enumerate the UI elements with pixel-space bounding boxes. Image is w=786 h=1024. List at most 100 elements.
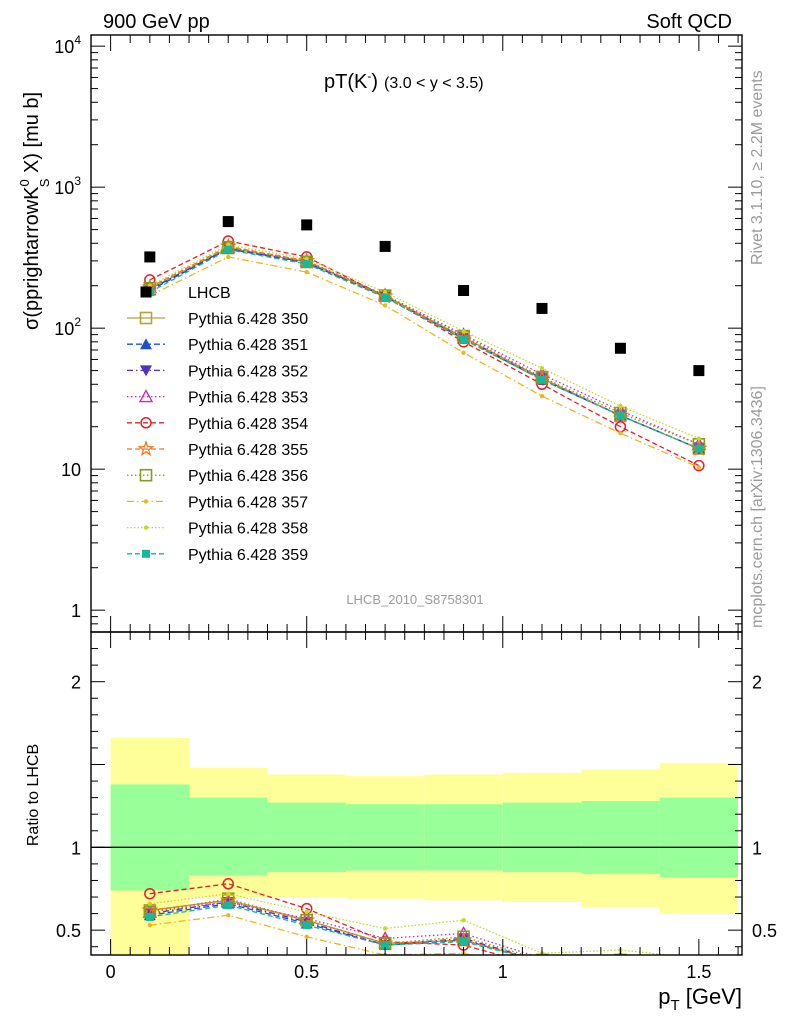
y-tick-label-top: 102: [54, 315, 81, 339]
legend-label: Pythia 6.428 352: [188, 363, 308, 380]
ratio-series-marker: [381, 941, 390, 950]
ratio-series-marker: [540, 971, 544, 975]
x-tick-label: 1: [498, 962, 508, 982]
ratio-panel-frame: [90, 631, 743, 956]
ratio-series-marker: [145, 912, 154, 921]
x-tick-label: 0: [106, 962, 116, 982]
lhcb-data-point: [379, 240, 391, 252]
ratio-series-marker: [615, 962, 625, 972]
mcplots-reference-label: mcplots.cern.ch [arXiv:1306.3436]: [749, 386, 766, 628]
header-right-label: Soft QCD: [646, 11, 732, 33]
lhcb-data-group: [144, 216, 705, 377]
lhcb-data-point: [693, 365, 705, 377]
ratio-series-marker: [537, 962, 547, 972]
axes-frame: 1 10 102 103 104 0.5 0.5 1 1 2 2 0 0.5 1 1.5: [54, 33, 777, 982]
mc-series-marker: [382, 289, 388, 295]
mc-series-marker: [618, 430, 623, 436]
lhcb-data-point: [301, 219, 313, 231]
svg-text:Rivet 3.1.10, ≥ 2.2M events: Rivet 3.1.10, ≥ 2.2M events: [749, 70, 766, 265]
legend: LHCB Pythia 6.428 350 Pythia 6.428 351 Pyth…: [127, 285, 308, 564]
analysis-id-label: LHCB_2010_S8758301: [346, 592, 483, 607]
legend-marker: [143, 499, 149, 504]
rivet-version-label: Rivet 3.1.10, ≥ 2.2M events: [749, 70, 766, 265]
y-tick-label-ratio-right: 2: [752, 673, 762, 693]
ratio-series-marker: [461, 918, 466, 923]
chart-title: pT(K-) (3.0 < y < 3.5): [324, 69, 484, 93]
ratio-series-line: [149, 893, 674, 955]
legend-label: Pythia 6.428 350: [188, 311, 308, 328]
legend-data-label: LHCB: [188, 285, 231, 302]
ratio-band-inner: [189, 797, 268, 876]
legend-label: Pythia 6.428 359: [188, 547, 308, 564]
ratio-series-line: [149, 883, 503, 955]
mc-series-marker: [226, 254, 231, 260]
y-tick-label-top: 10: [61, 460, 81, 480]
ratio-series-line: [149, 901, 534, 955]
header-left-label: 900 GeV pp: [103, 11, 210, 33]
lhcb-data-point: [614, 342, 626, 354]
mc-series-marker: [694, 444, 703, 453]
legend-marker: [140, 338, 152, 350]
mc-series-marker: [224, 245, 233, 254]
mc-series-marker: [696, 436, 702, 441]
ratio-series-marker: [614, 956, 626, 967]
mc-series-marker: [459, 335, 468, 344]
y-axis-label-top: σ(pprightarrowK0 S X) [mu b]: [17, 92, 52, 330]
y-tick-label-ratio-right: 0.5: [752, 921, 777, 941]
legend-label: Pythia 6.428 354: [188, 416, 308, 433]
legend-marker: [138, 389, 154, 403]
ratio-series-marker: [536, 956, 547, 967]
ratio-series-marker: [147, 901, 153, 906]
legend-label: Pythia 6.428 353: [188, 390, 308, 407]
lhcb-data-point: [536, 302, 548, 314]
top-panel-frame: [90, 34, 743, 633]
ratio-band-inner: [581, 800, 660, 874]
mc-series-marker: [696, 465, 702, 470]
ratio-series-marker: [616, 958, 624, 966]
x-axis-label: pT [GeV]: [658, 984, 742, 1014]
mc-series-line: [149, 245, 700, 450]
ratio-series-marker: [302, 921, 311, 930]
mc-series-marker: [618, 403, 623, 409]
ratio-series-marker: [538, 958, 546, 966]
y-tick-label-ratio-left: 2: [71, 673, 81, 693]
ratio-band-inner: [345, 804, 425, 871]
ratio-series-marker: [459, 937, 468, 946]
ratio-series-marker: [697, 956, 701, 960]
ratio-series-marker: [224, 901, 233, 910]
ratio-series-line: [149, 899, 521, 955]
mc-series-line: [149, 249, 700, 450]
ratio-series-marker: [615, 958, 626, 969]
mc-series-line: [149, 256, 700, 468]
ratio-band-inner: [110, 784, 190, 891]
ratio-band-inner: [267, 802, 346, 873]
ratio-band-inner: [502, 802, 582, 873]
ratio-y-axis-label: Ratio to LHCB: [25, 744, 42, 846]
ratio-band-inner: [659, 797, 739, 878]
ratio-series-marker: [382, 926, 388, 931]
legend-marker: [137, 439, 155, 457]
svg-text:Ratio to LHCB: Ratio to LHCB: [25, 744, 42, 846]
ratio-series-marker: [614, 957, 626, 968]
mc-series-marker: [539, 393, 545, 399]
ratio-series-marker: [619, 952, 622, 955]
legend-label: Pythia 6.428 357: [188, 494, 308, 511]
legend-marker: [139, 311, 153, 325]
ratio-series-marker: [304, 909, 309, 915]
lhcb-data-point: [222, 216, 234, 228]
mc-series-marker: [461, 329, 466, 334]
x-tick-label: 1.5: [686, 962, 711, 982]
legend-marker: [139, 468, 153, 482]
mc-series-marker: [381, 293, 390, 302]
ratio-series-line: [149, 914, 473, 955]
legend-label: Pythia 6.428 358: [188, 521, 308, 538]
y-tick-label-ratio-right: 1: [752, 838, 762, 858]
legend-label: Pythia 6.428 351: [188, 337, 308, 354]
mc-series-line: [149, 246, 700, 445]
lhcb-data-point: [144, 251, 156, 263]
y-tick-label-top: 104: [54, 33, 81, 57]
y-tick-label-ratio-left: 1: [71, 838, 81, 858]
mc-series-marker: [616, 411, 625, 420]
mc-series-marker: [539, 366, 545, 371]
